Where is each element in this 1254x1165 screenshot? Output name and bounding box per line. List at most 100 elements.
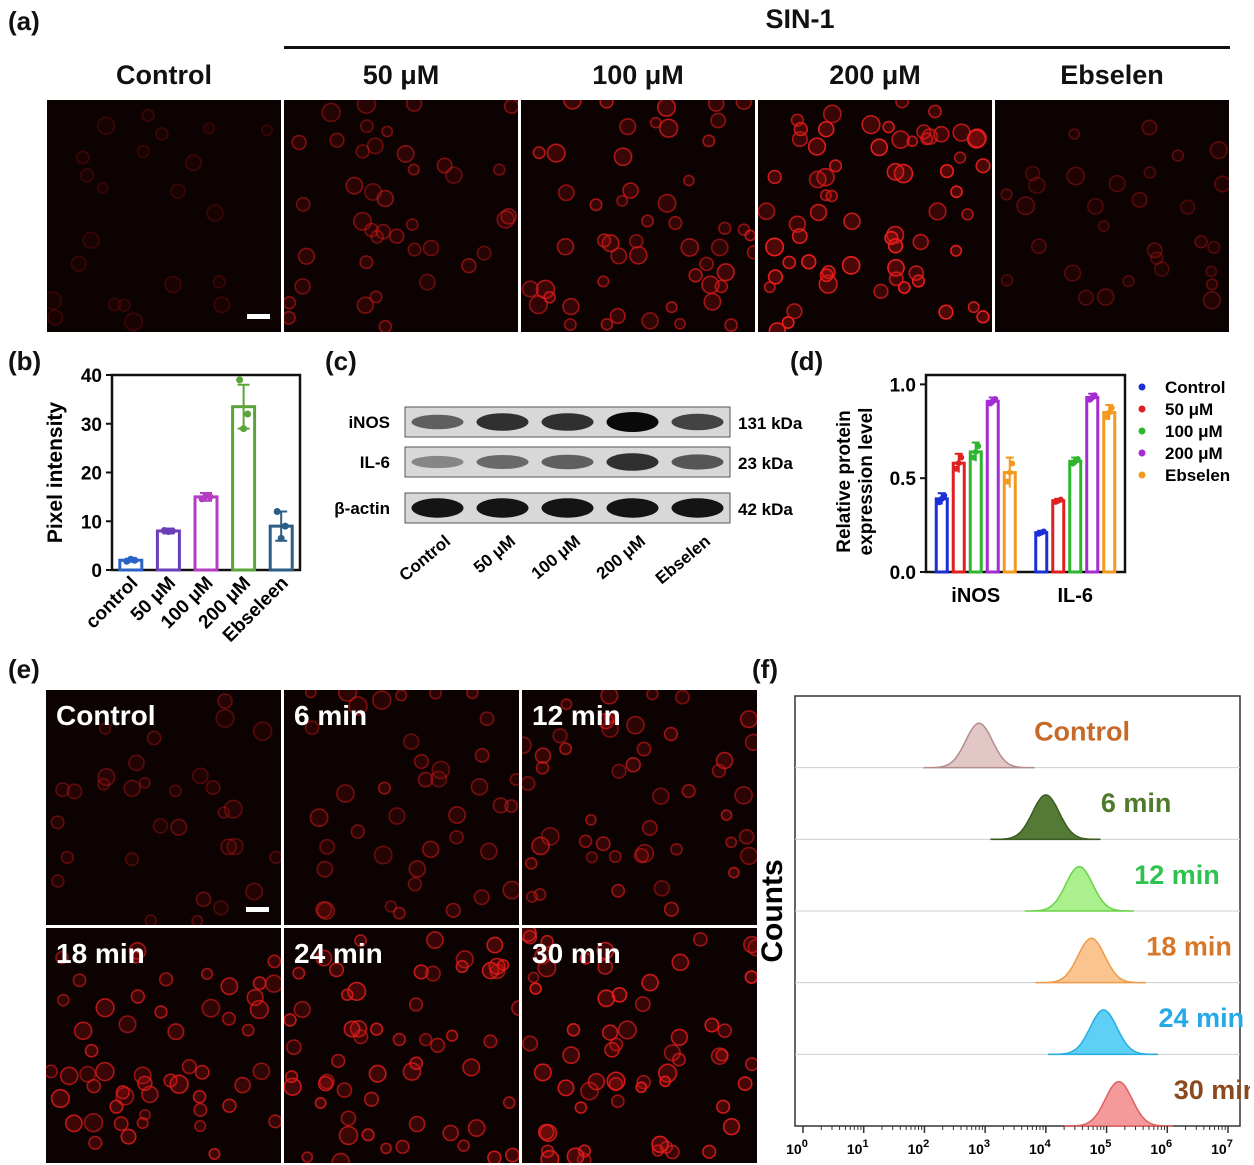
cell <box>376 189 395 208</box>
cell <box>671 953 690 972</box>
cell <box>580 1081 599 1101</box>
cell <box>746 244 755 260</box>
cell <box>316 860 334 878</box>
cell <box>388 228 405 244</box>
cell <box>55 782 71 798</box>
cell <box>663 726 679 742</box>
cell <box>600 318 614 331</box>
cell <box>430 770 448 788</box>
cell <box>246 988 264 1007</box>
blot-band <box>671 498 724 518</box>
histogram <box>1034 937 1147 984</box>
cell <box>734 786 753 805</box>
cell <box>76 150 90 165</box>
cell <box>688 268 703 283</box>
y-axis-label-line: expression level <box>856 408 877 556</box>
cell <box>658 118 679 138</box>
cell <box>633 847 650 864</box>
histogram-label: 18 min <box>1146 931 1232 961</box>
bar <box>1085 396 1100 574</box>
cell <box>634 996 651 1013</box>
cell <box>213 296 231 314</box>
blot-band <box>606 453 659 471</box>
cell <box>340 1110 357 1127</box>
cell <box>321 102 341 123</box>
cell <box>329 132 345 148</box>
cell <box>546 143 566 163</box>
cell <box>431 760 451 780</box>
cell <box>744 970 757 984</box>
plot-frame <box>110 373 302 572</box>
cell <box>788 215 807 233</box>
bar <box>155 529 181 572</box>
cell <box>146 730 162 746</box>
cell <box>540 826 560 846</box>
cell <box>613 147 633 167</box>
cell <box>95 998 115 1018</box>
cell <box>260 124 274 137</box>
x-tick-base: 10 <box>1029 1141 1045 1157</box>
cell <box>163 1073 178 1088</box>
micrograph-label: 30 min <box>532 938 621 969</box>
cell <box>768 322 787 332</box>
cell <box>86 1078 102 1094</box>
cell <box>710 238 729 257</box>
cell <box>138 776 151 789</box>
cell <box>743 935 757 954</box>
cell <box>861 115 881 135</box>
cell <box>316 901 336 920</box>
cell <box>476 245 492 261</box>
cell <box>728 866 740 879</box>
cell <box>781 316 795 329</box>
cell <box>767 169 782 185</box>
micrograph-label: 24 min <box>294 938 383 969</box>
cell <box>488 957 506 975</box>
cell <box>215 708 235 728</box>
micrograph-e-30min: 30 min <box>522 928 757 1163</box>
cell <box>407 163 420 176</box>
data-point <box>206 493 214 501</box>
cell <box>70 255 87 272</box>
cell <box>641 312 659 330</box>
x-tick-exponent: 2 <box>923 1138 929 1150</box>
cell <box>560 698 573 711</box>
cell <box>504 799 519 813</box>
x-tick-exponent: 3 <box>984 1138 990 1150</box>
cell <box>402 1062 422 1081</box>
cell <box>966 129 987 149</box>
cell <box>133 1066 152 1085</box>
cell <box>912 233 929 251</box>
micrograph-e-12min: 12 min <box>522 690 757 925</box>
cell <box>217 693 233 709</box>
data-point <box>1040 528 1047 535</box>
cell <box>284 296 297 310</box>
cell <box>366 137 384 155</box>
cell <box>693 931 708 947</box>
cell <box>120 1128 137 1145</box>
cell <box>1209 140 1228 160</box>
cell <box>509 772 519 787</box>
cell <box>1097 220 1110 233</box>
cell <box>527 971 540 984</box>
cell <box>674 317 686 330</box>
y-tick-label: 10 <box>81 512 102 533</box>
cell <box>252 1062 271 1081</box>
cell <box>409 1056 424 1071</box>
cell <box>66 783 83 800</box>
cell <box>502 1096 516 1109</box>
cell <box>822 104 842 124</box>
cell <box>522 775 536 792</box>
cell <box>361 1128 375 1142</box>
cell <box>950 185 963 199</box>
data-point <box>1074 456 1081 463</box>
cell <box>665 301 678 314</box>
cell <box>487 1150 502 1163</box>
cell <box>938 304 954 320</box>
cell <box>758 202 776 221</box>
cell <box>611 763 627 779</box>
cell <box>610 247 628 265</box>
cell <box>710 112 727 129</box>
cell <box>98 722 112 735</box>
cell <box>807 137 827 156</box>
